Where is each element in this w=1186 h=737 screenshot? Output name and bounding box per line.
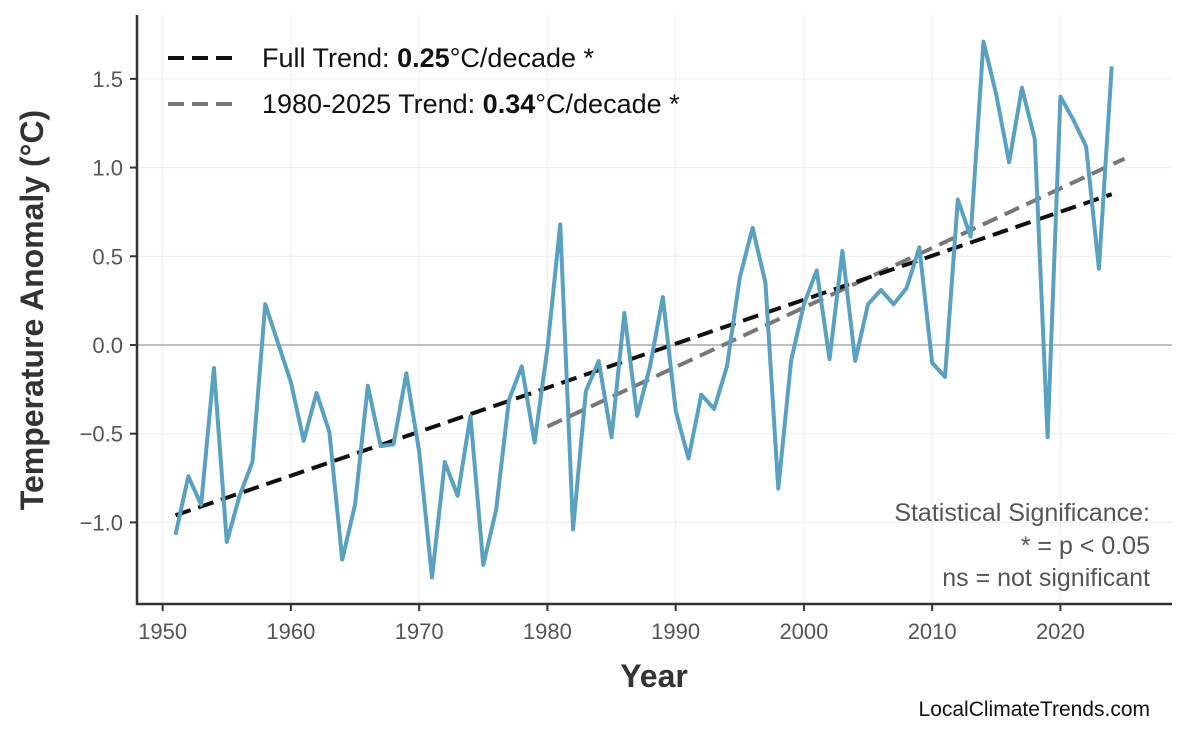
x-tick-label: 2020: [1036, 619, 1085, 644]
y-tick-label: −0.5: [80, 422, 123, 447]
y-ticks: −1.0 −0.5 0.0 0.5 1.0 1.5: [80, 67, 137, 535]
x-ticks: 1950 1960 1970 1980 1990 2000 2010 2020: [138, 604, 1085, 644]
x-tick-label: 2000: [779, 619, 828, 644]
note-line-1: Statistical Significance:: [894, 499, 1150, 527]
x-axis-label: Year: [620, 658, 688, 694]
legend-label-full-trend: Full Trend: 0.25°C/decade *: [262, 43, 595, 73]
significance-note: Statistical Significance: * = p < 0.05 n…: [894, 499, 1150, 592]
x-tick-label: 1980: [523, 619, 572, 644]
y-axis-label: Temperature Anomaly (°C): [14, 110, 50, 510]
y-tick-label: 0.0: [92, 333, 123, 358]
note-line-3: ns = not significant: [942, 564, 1150, 592]
x-tick-label: 1970: [395, 619, 444, 644]
x-tick-label: 1990: [651, 619, 700, 644]
series-line-temperature-anomaly: [173, 39, 1114, 580]
y-tick-label: −1.0: [80, 510, 123, 535]
watermark: LocalClimateTrends.com: [919, 698, 1150, 721]
x-tick-label: 1950: [138, 619, 187, 644]
trend-line-full: [174, 192, 1113, 518]
y-tick-label: 0.5: [92, 244, 123, 269]
x-tick-label: 2010: [908, 619, 957, 644]
legend: Full Trend: 0.25°C/decade * 1980-2025 Tr…: [168, 43, 680, 119]
axes: [135, 15, 1172, 606]
x-tick-label: 1960: [266, 619, 315, 644]
y-tick-label: 1.5: [92, 67, 123, 92]
trend-lines: [174, 156, 1126, 518]
note-line-2: * = p < 0.05: [1021, 532, 1150, 560]
y-tick-label: 1.0: [92, 156, 123, 181]
legend-label-recent-trend: 1980-2025 Trend: 0.34°C/decade *: [262, 89, 680, 119]
